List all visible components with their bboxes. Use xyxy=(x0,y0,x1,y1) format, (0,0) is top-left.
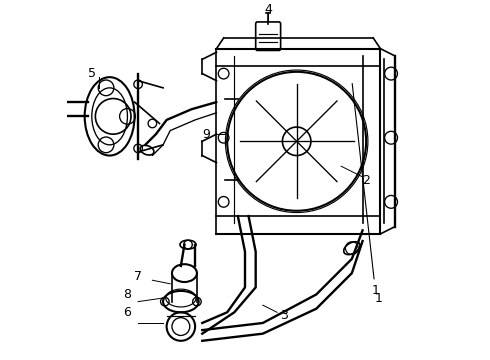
Text: 4: 4 xyxy=(264,3,272,16)
Text: 7: 7 xyxy=(134,270,142,283)
Text: 8: 8 xyxy=(123,288,131,301)
Text: 5: 5 xyxy=(88,67,96,80)
Text: 9: 9 xyxy=(202,128,210,141)
Text: 3: 3 xyxy=(280,309,288,322)
Text: 1: 1 xyxy=(375,292,383,305)
Text: 1: 1 xyxy=(352,84,379,297)
Text: 6: 6 xyxy=(123,306,131,319)
Text: 2: 2 xyxy=(362,174,370,187)
